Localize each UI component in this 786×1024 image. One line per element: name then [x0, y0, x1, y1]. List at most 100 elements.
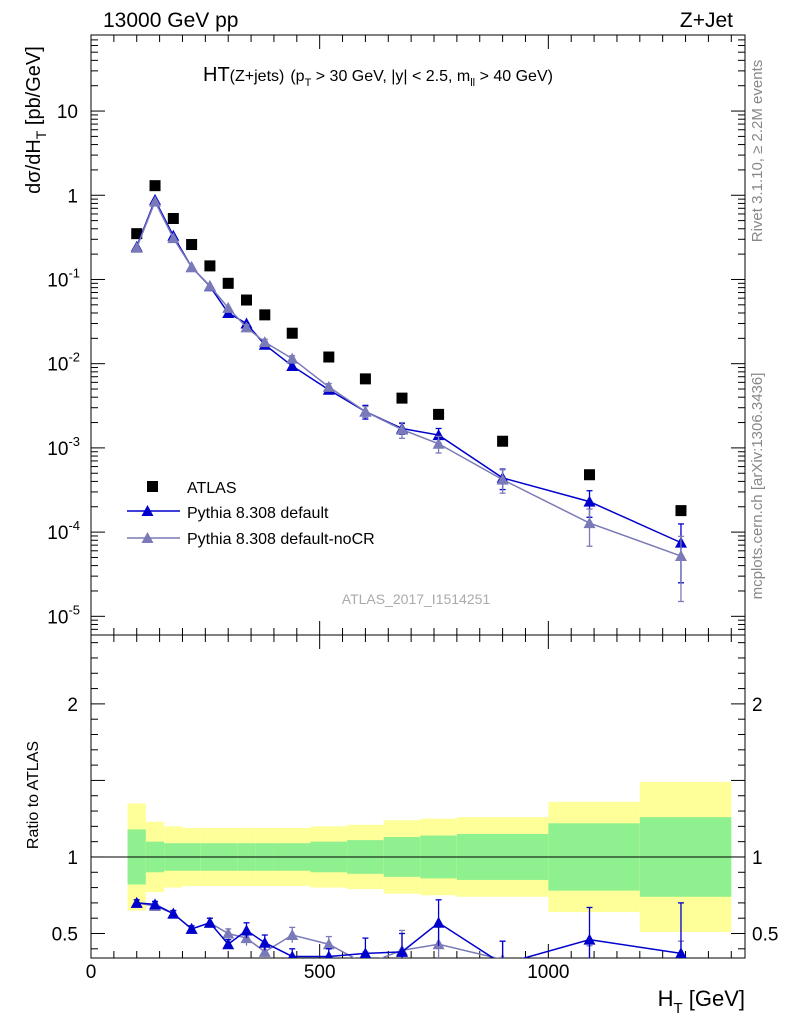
main-point-atlas [222, 277, 234, 289]
main-point-nocr [258, 336, 271, 348]
ratio-point-default [258, 936, 271, 948]
main-point-nocr [322, 380, 335, 392]
ratio-point-default [359, 947, 372, 958]
main-ytick-label: 10-5 [47, 602, 80, 628]
ratio-point-default [167, 907, 180, 919]
ratio-point-default [675, 947, 687, 958]
plot-title: HT(Z+jets) (pT > 30 GeV, |y| < 2.5, mll >… [203, 64, 553, 89]
mcplots-label: mcplots.cern.ch [arXiv:1306.3436] [749, 373, 766, 600]
ratio-line-default [136, 902, 682, 958]
ratio-ytick-label-right: 0.5 [752, 925, 778, 946]
main-ytick-label: 10-2 [47, 350, 80, 376]
ratio-point-default [149, 898, 162, 910]
ratio-ylabel: Ratio to ATLAS [25, 741, 42, 849]
main-point-nocr [432, 437, 445, 449]
ratio-ytick-label: 2 [67, 695, 78, 716]
ratio-axes: 0.5 0.5 1 1 2 2 0 500 1000 [52, 634, 778, 983]
plot-title-cuts-2: > 30 GeV, |y| < 2.5, m [311, 68, 470, 85]
ratio-point-default [583, 933, 596, 945]
main-point-nocr [359, 405, 372, 417]
main-point-default [432, 429, 445, 441]
main-point-atlas [259, 309, 271, 321]
ratio-point-nocr [675, 966, 687, 977]
ratio-series-group [130, 896, 687, 977]
ratio-point-nocr [258, 945, 271, 957]
main-point-atlas [286, 327, 298, 339]
ratio-point-nocr [322, 938, 335, 950]
main-point-atlas [497, 435, 509, 447]
main-point-nocr [167, 232, 180, 244]
ratio-xlabel-h: H [658, 986, 674, 1011]
ratio-line-nocr [136, 902, 500, 958]
plot-title-cuts-m-sub: ll [470, 77, 475, 89]
ratio-ytick-label-right: 1 [752, 848, 763, 869]
main-point-nocr [240, 321, 253, 333]
main-point-atlas [186, 239, 198, 251]
main-ylabel-part2: [pb/GeV] [23, 46, 45, 131]
legend-marker-default [141, 505, 154, 516]
ratio-ytick-label: 0.5 [52, 925, 78, 946]
ratio-point-default [395, 945, 408, 957]
main-ylabel-sub: T [33, 130, 49, 139]
legend: ATLAS Pythia 8.308 default Pythia 8.308 … [127, 480, 375, 548]
ratio-point-nocr [584, 963, 596, 974]
main-point-default [286, 359, 299, 371]
ratio-ytick-label: 1 [67, 848, 78, 869]
header-right-label: Z+Jet [680, 9, 733, 32]
ratio-point-nocr [222, 927, 235, 939]
main-ytick-label-base: 10 [47, 523, 68, 544]
main-point-atlas [131, 228, 143, 240]
main-ytick-label-exp: -2 [68, 350, 80, 365]
main-ytick-label: 10 [57, 102, 78, 123]
legend-label-atlas: ATLAS [187, 480, 237, 497]
main-ytick-label-exp: -1 [68, 265, 80, 280]
ratio-xlabel-sub: T [673, 1000, 682, 1017]
plot-title-sub: (Z+jets) [230, 68, 285, 85]
main-ytick-label-base: 10 [47, 355, 68, 376]
main-point-atlas [396, 392, 408, 404]
main-point-atlas [323, 351, 335, 363]
legend-label-default: Pythia 8.308 default [187, 505, 329, 522]
ratio-point-default [203, 916, 216, 928]
main-point-atlas [433, 408, 445, 420]
legend-marker-atlas [147, 481, 158, 492]
main-point-nocr [395, 423, 408, 435]
main-point-atlas [675, 505, 687, 517]
ratio-point-default [288, 950, 297, 958]
plot-title-main: HT [203, 64, 230, 86]
main-ytick-label-exp: -4 [68, 518, 80, 533]
main-point-nocr [222, 301, 235, 313]
main-ytick-label: 1 [67, 186, 78, 207]
main-point-nocr [185, 261, 198, 273]
ratio-point-default [185, 922, 198, 934]
ratio-point-default [240, 924, 253, 936]
analysis-id-label: ATLAS_2017_I1514251 [342, 591, 491, 607]
main-point-atlas [149, 180, 161, 192]
ratio-xtick-label: 1000 [527, 962, 569, 983]
plot-title-cuts-pt-sub: T [305, 77, 312, 89]
main-ylabel-part1: dσ/dH [23, 139, 45, 194]
main-ytick-label-base: 10 [47, 439, 68, 460]
legend-marker-nocr [141, 532, 154, 543]
main-point-nocr [203, 279, 216, 291]
main-point-nocr [149, 195, 162, 207]
ratio-point-default [130, 896, 143, 908]
main-point-atlas [240, 294, 252, 306]
plot-title-cuts-1: (p [290, 68, 304, 85]
main-point-nocr [583, 517, 596, 529]
main-ytick-label: 10-4 [47, 518, 80, 544]
main-point-nocr [674, 550, 687, 562]
ratio-series [130, 896, 687, 977]
ratio-point-default [497, 958, 509, 969]
ratio-point-default [222, 938, 235, 950]
main-point-nocr [286, 352, 299, 364]
main-point-default [583, 495, 596, 507]
ratio-point-default [324, 950, 333, 958]
main-point-atlas [584, 469, 596, 481]
main-ytick-label-base: 10 [47, 607, 68, 628]
main-ytick-label-exp: -5 [68, 602, 80, 617]
rivet-version-label: Rivet 3.1.10, ≥ 2.2M events [749, 60, 766, 243]
header-left-label: 13000 GeV pp [103, 9, 238, 32]
ratio-xlabel: HT [GeV] [658, 986, 745, 1017]
